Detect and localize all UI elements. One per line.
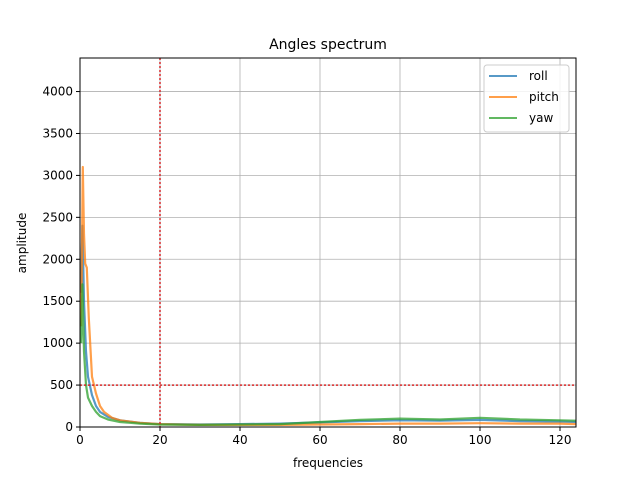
y-tick-label: 3500 — [42, 126, 73, 140]
x-tick-label: 80 — [392, 433, 407, 447]
plot-frame — [79, 57, 577, 428]
legend-label-yaw: yaw — [529, 111, 553, 125]
x-tick-label: 120 — [549, 433, 572, 447]
series-line-roll — [80, 224, 576, 426]
y-tick-label: 2000 — [42, 252, 73, 266]
grid — [79, 58, 576, 428]
y-tick-label: 3000 — [42, 168, 73, 182]
legend-box — [483, 64, 570, 133]
series-lines — [80, 165, 576, 426]
legend-label-pitch: pitch — [529, 90, 559, 104]
x-tick-label: 20 — [152, 433, 167, 447]
series-line-pitch — [80, 165, 576, 426]
reference-lines — [80, 58, 576, 427]
y-tick-label: 2500 — [42, 210, 73, 224]
x-tick-label: 40 — [232, 433, 247, 447]
y-tick-label: 0 — [65, 420, 73, 434]
x-tick-label: 0 — [76, 433, 84, 447]
y-axis-ticks: 0 500 1000 1500 2000 2500 3000 3500 4000 — [42, 85, 80, 434]
x-axis-title: frequencies — [293, 456, 363, 470]
y-axis-title: amplitude — [15, 213, 29, 274]
x-tick-label: 100 — [469, 433, 492, 447]
legend-label-roll: roll — [529, 69, 548, 83]
legend: roll pitch yaw — [483, 64, 570, 133]
y-tick-label: 4000 — [42, 85, 73, 99]
y-tick-label: 1500 — [42, 294, 73, 308]
series-line-yaw — [80, 283, 576, 426]
chart-title: Angles spectrum — [269, 37, 387, 53]
x-tick-label: 60 — [312, 433, 327, 447]
x-axis-ticks: 0 20 40 60 80 100 120 — [76, 427, 571, 447]
y-tick-label: 500 — [50, 378, 73, 392]
y-tick-label: 1000 — [42, 336, 73, 350]
